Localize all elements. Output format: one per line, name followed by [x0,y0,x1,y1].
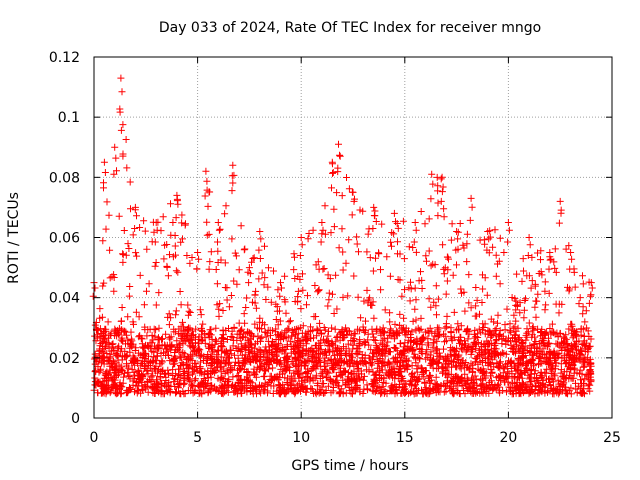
x-tick-label: 0 [90,430,99,446]
chart-title: Day 033 of 2024, Rate Of TEC Index for r… [159,20,541,36]
y-tick-label: 0.1 [58,110,80,126]
y-tick-label: 0.04 [49,291,80,307]
y-tick-labels: 0 0.02 0.04 0.06 0.08 0.1 0.12 [49,50,80,427]
data-points [89,74,596,398]
x-tick-label: 10 [292,430,310,446]
roti-series-points [89,74,596,398]
y-tick-label: 0.12 [49,50,80,66]
x-tick-label: 15 [396,430,414,446]
y-tick-label: 0.02 [49,351,80,367]
axis-ticks [93,56,613,419]
y-tick-label: 0 [71,411,80,427]
x-axis-title: GPS time / hours [291,458,408,474]
x-tick-label: 20 [499,430,517,446]
y-tick-label: 0.06 [49,231,80,247]
y-tick-label: 0.08 [49,170,80,186]
y-axis-title: ROTI / TECUs [6,192,22,284]
x-tick-label: 25 [603,430,621,446]
x-tick-labels: 0 5 10 15 20 25 [90,430,621,446]
x-tick-label: 5 [193,430,202,446]
